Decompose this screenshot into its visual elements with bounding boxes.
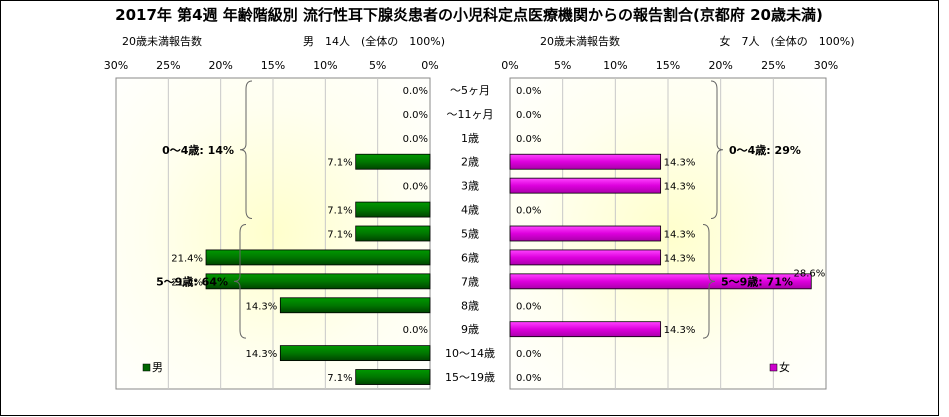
category-label: 7歳 bbox=[461, 275, 479, 288]
female-value-label: 0.0% bbox=[516, 206, 541, 217]
category-label: ～11ヶ月 bbox=[447, 108, 494, 121]
female-tick-label: 0% bbox=[501, 59, 518, 72]
male-bar bbox=[355, 201, 431, 218]
female-group-label: 5～9歳: 71% bbox=[721, 274, 793, 288]
male-bar bbox=[355, 369, 431, 385]
female-legend-swatch bbox=[769, 363, 778, 372]
female-tick-label: 20% bbox=[708, 59, 732, 72]
female-header: 女 7人 (全体の 100%) bbox=[719, 34, 854, 48]
female-value-label: 0.0% bbox=[516, 301, 541, 312]
male-bar bbox=[205, 249, 431, 266]
male-value-label: 14.3% bbox=[246, 349, 278, 360]
female-value-label: 0.0% bbox=[516, 86, 541, 97]
female-bar bbox=[509, 273, 812, 290]
male-axis-caption: 20歳未満報告数 bbox=[122, 35, 202, 48]
category-label: 8歳 bbox=[461, 299, 479, 312]
male-value-label: 7.1% bbox=[327, 230, 352, 241]
male-group-label: 0～4歳: 14% bbox=[162, 143, 234, 157]
male-value-label: 7.1% bbox=[327, 373, 352, 384]
male-legend-label: 男 bbox=[152, 361, 163, 374]
female-value-label: 14.3% bbox=[664, 230, 696, 241]
male-value-label: 0.0% bbox=[403, 134, 428, 145]
male-tick-label: 5% bbox=[369, 59, 386, 72]
category-label: 2歳 bbox=[461, 156, 479, 169]
category-label: 9歳 bbox=[461, 323, 479, 336]
female-value-label: 14.3% bbox=[664, 158, 696, 169]
male-value-label: 7.1% bbox=[327, 206, 352, 217]
female-value-label: 28.6% bbox=[793, 268, 825, 279]
male-tick-label: 20% bbox=[208, 59, 232, 72]
female-value-label: 0.0% bbox=[516, 349, 541, 360]
female-value-label: 0.0% bbox=[516, 373, 541, 384]
female-group-brace bbox=[710, 80, 724, 220]
male-tick-label: 30% bbox=[104, 59, 128, 72]
female-value-label: 14.3% bbox=[664, 182, 696, 193]
category-label: 6歳 bbox=[461, 251, 479, 264]
category-label: 10～14歳 bbox=[445, 347, 495, 360]
female-value-label: 0.0% bbox=[516, 110, 541, 121]
female-legend-label: 女 bbox=[779, 360, 790, 374]
male-group-brace bbox=[233, 224, 247, 339]
male-bar bbox=[355, 225, 431, 242]
male-value-label: 21.4% bbox=[171, 277, 203, 288]
male-tick-label: 15% bbox=[261, 59, 285, 72]
female-tick-label: 5% bbox=[554, 59, 571, 72]
female-tick-label: 15% bbox=[656, 59, 680, 72]
female-tick-label: 30% bbox=[814, 59, 838, 72]
male-bar bbox=[355, 153, 431, 170]
male-value-label: 0.0% bbox=[403, 86, 428, 97]
female-value-label: 0.0% bbox=[516, 134, 541, 145]
male-header: 男 14人 (全体の 100%) bbox=[303, 34, 445, 48]
female-bar bbox=[509, 321, 662, 338]
male-group-brace bbox=[239, 80, 253, 220]
male-value-label: 0.0% bbox=[403, 182, 428, 193]
female-bar bbox=[509, 153, 662, 170]
male-group-label: 5～9歳: 64% bbox=[156, 274, 228, 288]
male-bar bbox=[205, 273, 431, 290]
male-tick-label: 10% bbox=[313, 59, 337, 72]
male-bar bbox=[279, 297, 431, 314]
male-value-label: 7.1% bbox=[327, 158, 352, 169]
male-tick-label: 0% bbox=[421, 59, 438, 72]
female-bar bbox=[509, 225, 662, 242]
female-tick-label: 25% bbox=[761, 59, 785, 72]
female-value-label: 14.3% bbox=[664, 253, 696, 264]
female-bar bbox=[509, 177, 662, 194]
male-legend-swatch bbox=[142, 363, 151, 372]
female-bar bbox=[509, 249, 662, 266]
category-label: 3歳 bbox=[461, 180, 479, 193]
category-label: ～5ヶ月 bbox=[450, 84, 490, 97]
category-label: 1歳 bbox=[461, 132, 479, 145]
male-bar bbox=[279, 345, 431, 362]
female-tick-label: 10% bbox=[603, 59, 627, 72]
category-label: 4歳 bbox=[461, 204, 479, 217]
male-value-label: 0.0% bbox=[403, 110, 428, 121]
male-tick-label: 25% bbox=[156, 59, 180, 72]
male-value-label: 0.0% bbox=[403, 325, 428, 336]
category-label: 5歳 bbox=[461, 228, 479, 241]
male-value-label: 14.3% bbox=[246, 301, 278, 312]
category-label: 15～19歳 bbox=[445, 371, 495, 384]
female-group-label: 0～4歳: 29% bbox=[729, 143, 801, 157]
female-value-label: 14.3% bbox=[664, 325, 696, 336]
female-group-brace bbox=[702, 224, 716, 339]
male-value-label: 21.4% bbox=[171, 253, 203, 264]
female-axis-caption: 20歳未満報告数 bbox=[540, 35, 620, 48]
chart-title: 2017年 第4週 年齢階級別 流行性耳下腺炎患者の小児科定点医療機関からの報告… bbox=[115, 6, 823, 24]
